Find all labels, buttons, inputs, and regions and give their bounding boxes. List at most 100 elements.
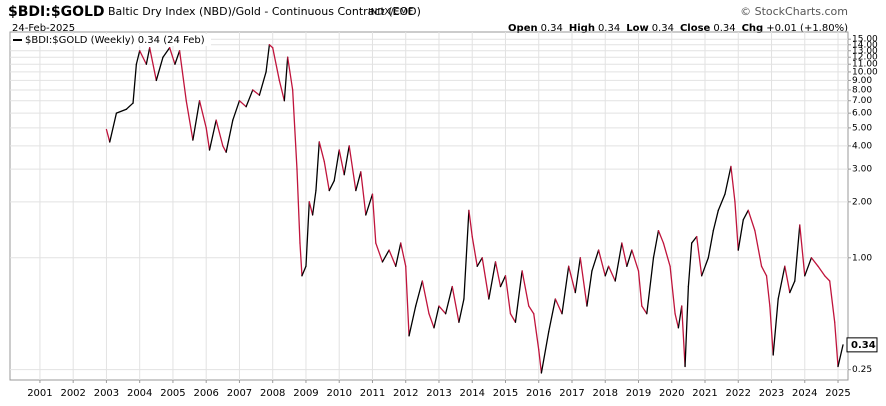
x-tick-label: 2014 <box>460 388 485 399</box>
line-segment <box>548 298 557 333</box>
x-tick-label: 2016 <box>526 388 551 399</box>
line-segment <box>691 235 698 244</box>
line-segment <box>747 209 756 232</box>
line-segment <box>514 270 523 323</box>
y-tick-label: 1.00 <box>852 253 872 263</box>
line-segment <box>400 242 407 267</box>
plot-frame <box>9 31 849 381</box>
line-segment <box>468 209 473 238</box>
line-segment <box>265 44 271 73</box>
line-segment <box>607 265 616 282</box>
x-tick-label: 2012 <box>393 388 418 399</box>
x-tick-label: 2004 <box>127 388 152 399</box>
line-segment <box>707 229 714 259</box>
line-segment <box>245 89 254 108</box>
line-segment <box>837 344 844 368</box>
y-tick-label: 9.00 <box>852 76 872 86</box>
line-segment <box>687 242 693 288</box>
line-segment <box>481 257 490 300</box>
line-segment <box>428 313 435 329</box>
line-segment <box>292 89 298 170</box>
y-tick-label: 5.00 <box>852 123 872 133</box>
legend-box <box>11 34 211 46</box>
x-tick-label: 2022 <box>726 388 751 399</box>
y-tick-label: 15.00 <box>852 35 878 45</box>
quote-label: Chg <box>742 23 764 34</box>
x-tick-label: 2023 <box>759 388 784 399</box>
line-segment <box>754 229 763 267</box>
line-segment <box>252 89 261 96</box>
chart-title: Baltic Dry Index (NBD)/Gold - Continuous… <box>108 5 421 18</box>
line-segment <box>405 265 410 337</box>
exchange: INDX/CME <box>368 8 414 18</box>
line-segment <box>365 193 374 216</box>
line-segment <box>355 171 362 192</box>
line-segment <box>824 275 831 282</box>
line-segment <box>371 193 377 244</box>
line-segment <box>528 305 535 315</box>
x-tick-label: 2001 <box>27 388 52 399</box>
y-tick-label: 4.00 <box>852 141 872 151</box>
line-segment <box>504 275 512 315</box>
line-segment <box>834 321 839 368</box>
line-segment <box>554 298 563 315</box>
x-tick-label: 2008 <box>260 388 285 399</box>
line-segment <box>323 160 330 192</box>
line-segment <box>829 280 836 323</box>
line-segment <box>684 285 690 368</box>
x-tick-label: 2013 <box>426 388 451 399</box>
x-tick-label: 2025 <box>825 388 850 399</box>
line-segment <box>132 63 138 104</box>
x-tick-label: 2021 <box>692 388 717 399</box>
line-segment <box>646 257 655 315</box>
line-segment <box>772 298 779 356</box>
y-tick-label: 0.25 <box>852 365 872 375</box>
quote-text: Open 0.34 High 0.34 Low 0.34 Close 0.34 Chg +0.01… <box>508 23 848 34</box>
x-tick-label: 2010 <box>326 388 351 399</box>
x-tick-label: 2020 <box>659 388 684 399</box>
line-segment <box>315 141 320 192</box>
y-tick-label: 8.00 <box>852 85 872 95</box>
line-segment <box>444 285 453 315</box>
line-segment <box>268 44 274 49</box>
x-tick-label: 2011 <box>360 388 385 399</box>
x-tick-label: 2005 <box>160 388 185 399</box>
line-segment <box>724 165 732 195</box>
quote-value: 0.34 <box>541 23 563 34</box>
quote-value: +0.01 (+1.80%) <box>766 23 848 34</box>
line-segment <box>499 275 507 288</box>
quote-label: High <box>569 23 595 34</box>
line-segment <box>637 270 643 307</box>
line-segment <box>232 100 241 121</box>
line-segment <box>696 235 703 277</box>
line-segment <box>463 209 470 300</box>
line-segment <box>769 305 774 356</box>
line-segment <box>225 119 234 153</box>
line-segment <box>494 261 502 288</box>
line-segment <box>258 71 267 96</box>
line-segment <box>287 56 294 91</box>
line-segment <box>626 249 633 267</box>
y-tick-label: 2.00 <box>852 197 872 207</box>
quote-value: 0.34 <box>598 23 620 34</box>
y-tick-label: 10.00 <box>852 67 878 77</box>
line-segment <box>208 119 217 151</box>
line-segment <box>174 50 181 65</box>
line-segment <box>185 100 194 141</box>
line-segment <box>561 265 570 315</box>
line-segment <box>538 349 543 374</box>
line-segment <box>388 249 397 267</box>
line-segment <box>621 242 628 267</box>
line-segment <box>375 242 384 263</box>
line-segment <box>669 265 676 315</box>
line-segment <box>574 257 581 294</box>
line-segment <box>488 261 497 300</box>
line-segment <box>789 280 796 294</box>
x-tick-label: 2007 <box>227 388 252 399</box>
line-segment <box>305 201 310 267</box>
y-tick-label: 7.00 <box>852 96 872 106</box>
grid <box>10 32 851 383</box>
line-segment <box>408 305 417 337</box>
line-segment <box>415 280 423 307</box>
